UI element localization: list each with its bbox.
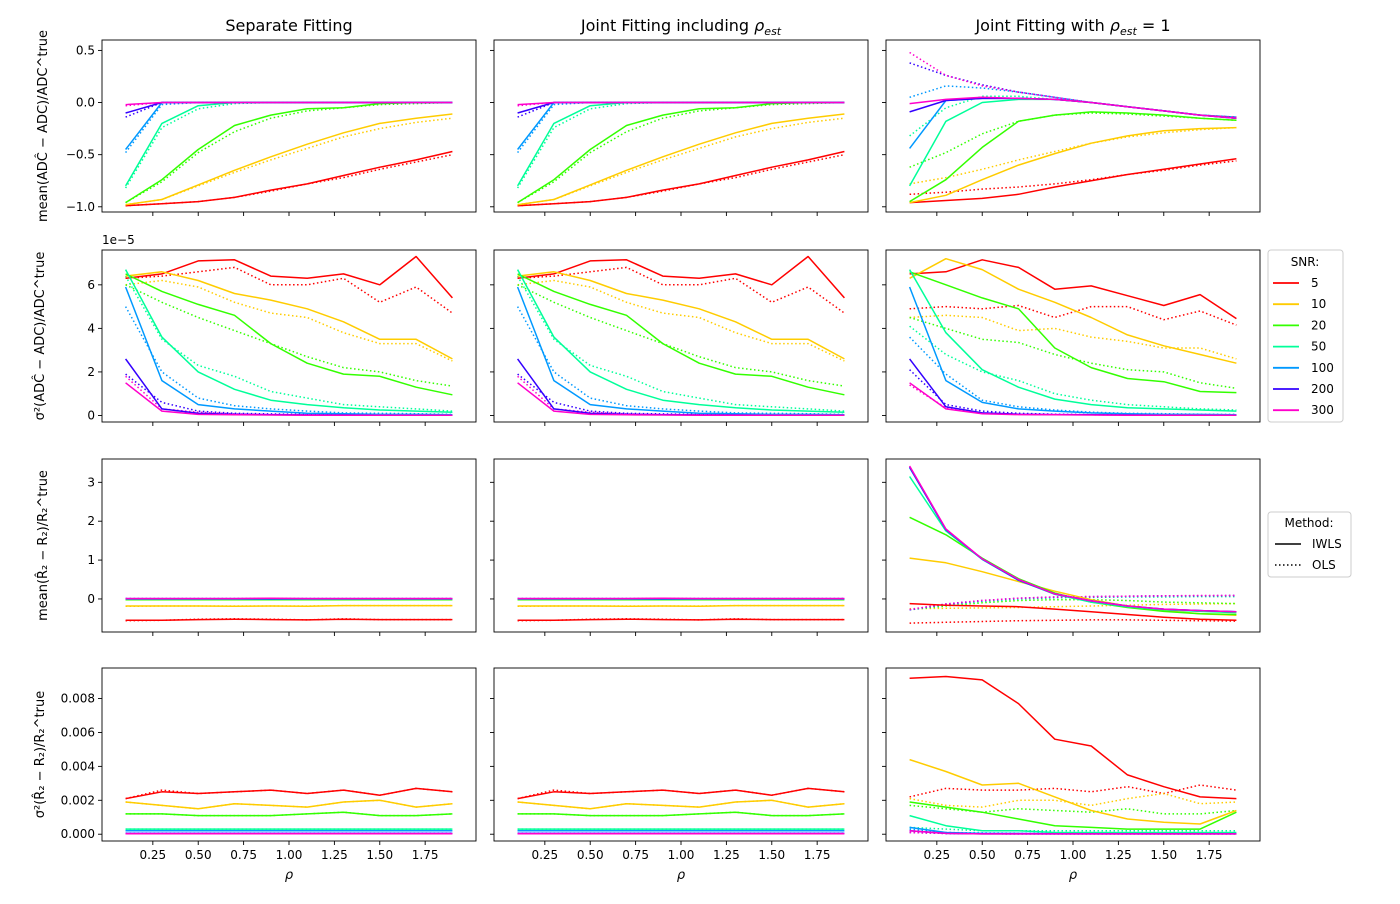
x-tick-label: 1.25 — [321, 848, 348, 862]
legend-snr-label-20: 20 — [1311, 318, 1326, 332]
axes-frame — [886, 668, 1260, 841]
x-tick-label: 0.75 — [1014, 848, 1041, 862]
subplot-title: Joint Fitting including ρest — [580, 16, 782, 38]
legend-snr-label-5: 5 — [1311, 276, 1319, 290]
x-tick-label: 1.50 — [1150, 848, 1177, 862]
x-tick-label: 1.00 — [668, 848, 695, 862]
y-axis-label: mean(ADĈ − ADC)/ADC^true — [35, 30, 51, 222]
subplot-r2-c0: 0 1 2 3 mean(R̂₂ − R₂)/R₂^true — [36, 459, 476, 636]
subplot-r3-c0: 0.000 0.002 0.004 0.006 0.008 0.25 0.50 0.75 1.0… — [33, 668, 476, 883]
y-axis-label: σ²(R̂₂ − R₂)/R₂^true — [33, 691, 48, 818]
series-line-snr-5-iwls — [126, 619, 453, 620]
x-tick-label: 0.25 — [531, 848, 558, 862]
y-tick-label: 3 — [87, 475, 95, 489]
subplot-title: Separate Fitting — [225, 16, 352, 35]
y-axis-label: mean(R̂₂ − R₂)/R₂^true — [36, 470, 51, 621]
x-tick-label: 1.75 — [804, 848, 831, 862]
x-tick-label: 1.25 — [1105, 848, 1132, 862]
subplot-title: Joint Fitting with ρest = 1 — [974, 16, 1170, 38]
subplot-r0-c1: Joint Fitting including ρest — [490, 16, 868, 216]
y-tick-label: 0.000 — [61, 827, 95, 841]
x-axis-label: ρ — [285, 868, 294, 883]
y-tick-label: 6 — [87, 278, 95, 292]
subplot-r2-c2 — [882, 459, 1260, 636]
legend-snr: SNR: 5 10 20 50 100 200 300 — [1268, 250, 1343, 422]
legend-snr-label-100: 100 — [1311, 361, 1334, 375]
x-tick-label: 0.50 — [185, 848, 212, 862]
x-axis-label: ρ — [677, 868, 686, 883]
x-axis-label: ρ — [1069, 868, 1078, 883]
legend-method-title: Method: — [1284, 516, 1333, 530]
subplot-r1-c2 — [882, 250, 1260, 426]
axes-frame — [886, 40, 1260, 212]
y-tick-label: 0.008 — [61, 692, 95, 706]
legend-method: Method: IWLS OLS — [1268, 512, 1351, 577]
y-axis-label: σ²(ADĈ − ADC)/ADC^true — [32, 252, 48, 421]
x-tick-label: 1.00 — [276, 848, 303, 862]
axes-frame — [102, 40, 476, 212]
y-tick-label: 0.5 — [76, 43, 95, 57]
y-tick-label: 4 — [87, 321, 95, 335]
series-line-snr-5-iwls — [518, 619, 845, 620]
x-tick-label: 1.50 — [366, 848, 393, 862]
legend-method-iwls-label: IWLS — [1312, 537, 1342, 551]
subplot-r3-c1: 0.25 0.50 0.75 1.00 1.25 1.50 1.75 ρ — [490, 668, 868, 883]
x-tick-label: 1.75 — [1196, 848, 1223, 862]
y-tick-label: 2 — [87, 365, 95, 379]
legend-snr-label-200: 200 — [1311, 382, 1334, 396]
x-tick-label: 1.75 — [412, 848, 439, 862]
axes-frame — [494, 40, 868, 212]
y-tick-label: 0.006 — [61, 725, 95, 739]
legend-snr-frame — [1268, 250, 1343, 422]
y-tick-label: 0.0 — [76, 96, 95, 110]
x-tick-label: 1.25 — [713, 848, 740, 862]
series-line-snr-10-iwls — [518, 606, 845, 607]
x-tick-label: 0.50 — [577, 848, 604, 862]
y-offset-label: 1e−5 — [102, 233, 135, 247]
y-tick-label: 0 — [87, 408, 95, 422]
x-tick-label: 0.75 — [230, 848, 257, 862]
legend-snr-title: SNR: — [1291, 255, 1320, 269]
x-tick-label: 1.50 — [758, 848, 785, 862]
y-tick-label: 0.002 — [61, 793, 95, 807]
subplot-r1-c1 — [490, 250, 868, 426]
y-tick-label: 1 — [87, 553, 95, 567]
subplot-r2-c1 — [490, 459, 868, 636]
subplot-r0-c2: Joint Fitting with ρest = 1 — [882, 16, 1260, 216]
y-tick-label: 0.004 — [61, 759, 95, 773]
x-tick-label: 0.25 — [923, 848, 950, 862]
y-tick-label: −0.5 — [66, 148, 95, 162]
x-tick-label: 1.00 — [1060, 848, 1087, 862]
legend-snr-label-300: 300 — [1311, 403, 1334, 417]
subplot-grid: −1.0 −0.5 0.0 0.5 Separate Fitting mean(ADĈ −… — [32, 16, 1260, 883]
y-tick-label: −1.0 — [66, 200, 95, 214]
series-line-snr-10-iwls — [126, 606, 453, 607]
legend-snr-label-10: 10 — [1311, 297, 1326, 311]
y-tick-label: 0 — [87, 592, 95, 606]
y-tick-label: 2 — [87, 514, 95, 528]
legend-snr-label-50: 50 — [1311, 340, 1326, 354]
subplot-r1-c0: 0 2 4 6 1e−5 σ²(ADĈ − ADC)/ADC^true — [32, 233, 476, 426]
subplot-r3-c2: 0.25 0.50 0.75 1.00 1.25 1.50 1.75 ρ — [882, 668, 1260, 883]
subplot-r0-c0: −1.0 −0.5 0.0 0.5 Separate Fitting mean(ADĈ −… — [35, 16, 476, 222]
x-tick-label: 0.50 — [969, 848, 996, 862]
legend-method-ols-label: OLS — [1312, 558, 1336, 572]
x-tick-label: 0.75 — [622, 848, 649, 862]
x-tick-label: 0.25 — [139, 848, 166, 862]
